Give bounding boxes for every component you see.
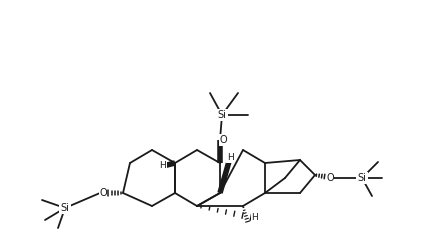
Text: H: H: [252, 213, 258, 223]
Text: O: O: [219, 135, 227, 145]
Text: Si: Si: [358, 173, 367, 183]
Text: O: O: [99, 188, 107, 198]
Text: Si: Si: [61, 203, 70, 213]
Text: H: H: [227, 153, 233, 163]
Text: Si: Si: [218, 110, 227, 120]
Text: O: O: [326, 173, 334, 183]
Text: H: H: [160, 162, 166, 171]
